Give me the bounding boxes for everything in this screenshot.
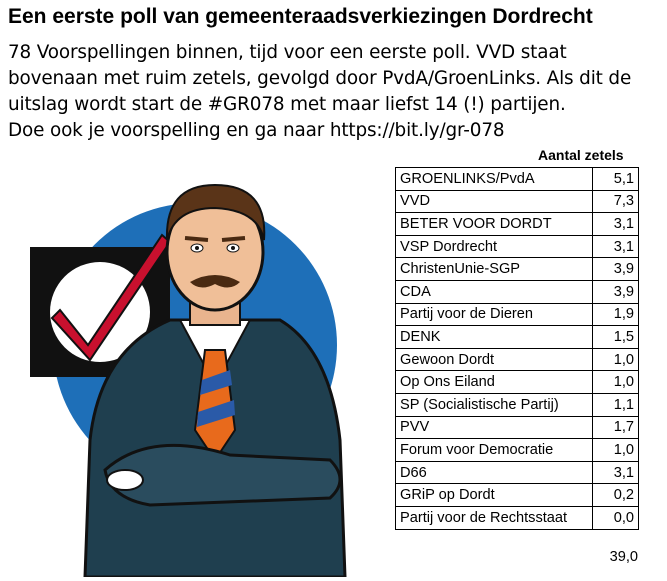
seat-count: 1,0 [592,370,639,394]
party-name: Op Ons Eiland [395,370,593,394]
seat-count: 1,0 [592,438,639,462]
voter-illustration [30,180,370,579]
intro-line: bovenaan met ruim zetels, gevolgd door P… [8,68,632,89]
intro-line: 78 Voorspellingen binnen, tijd voor een … [8,42,567,63]
mustache [190,275,240,288]
seats-total: 39,0 [609,549,638,565]
seats-column-header: Aantal zetels [538,147,624,163]
party-name: VVD [395,189,593,214]
table-row: VVD 7,3 [395,189,639,214]
hair [165,183,266,241]
seat-count: 7,3 [592,189,639,214]
party-name: DENK [395,325,593,349]
page-title: Een eerste poll van gemeenteraadsverkiez… [8,5,593,28]
table-row: SP (Socialistische Partij) 1,1 [395,392,639,417]
seat-count: 1,0 [592,347,639,372]
table-row: GROENLINKS/PvdA 5,1 [395,167,639,191]
seat-count: 3,1 [592,212,639,236]
party-name: ChristenUnie-SGP [395,257,593,281]
seat-count: 3,1 [592,234,639,259]
seat-count: 3,9 [592,257,639,281]
party-name: Gewoon Dordt [395,347,593,372]
seat-count: 5,1 [592,167,639,191]
seats-table: GROENLINKS/PvdA 5,1 VVD 7,3 BETER VOOR DORDT… [395,167,639,530]
seat-count: 3,1 [592,460,639,485]
party-name: GROENLINKS/PvdA [395,167,593,191]
seat-count: 3,9 [592,279,639,304]
party-name: GRiP op Dordt [395,483,593,507]
intro-line: uitslag wordt start de #GR078 met maar l… [8,94,566,115]
seat-count: 0,2 [592,483,639,507]
intro-line: Doe ook je voorspelling en ga naar https… [8,120,505,141]
seat-count: 1,9 [592,302,639,327]
table-row: BETER VOOR DORDT 3,1 [395,212,639,236]
table-row: Op Ons Eiland 1,0 [395,370,639,394]
table-row: PVV 1,7 [395,415,639,440]
table-row: CDA 3,9 [395,279,639,304]
table-row: VSP Dordrecht 3,1 [395,234,639,259]
seat-count: 0,0 [592,505,639,530]
table-row: DENK 1,5 [395,325,639,349]
intro-text: 78 Voorspellingen binnen, tijd voor een … [8,40,663,144]
party-name: SP (Socialistische Partij) [395,392,593,417]
party-name: Forum voor Democratie [395,438,593,462]
party-name: BETER VOOR DORDT [395,212,593,236]
seat-count: 1,7 [592,415,639,440]
seat-count: 1,1 [592,392,639,417]
table-row: Gewoon Dordt 1,0 [395,347,639,372]
party-name: PVV [395,415,593,440]
party-name: D66 [395,460,593,485]
party-name: VSP Dordrecht [395,234,593,259]
party-name: Partij voor de Dieren [395,302,593,327]
party-name: Partij voor de Rechtsstaat [395,505,593,530]
table-row: Partij voor de Rechtsstaat 0,0 [395,505,639,530]
crossed-arms [103,443,342,507]
table-row: Forum voor Democratie 1,0 [395,438,639,462]
table-row: D66 3,1 [395,460,639,485]
table-row: GRiP op Dordt 0,2 [395,483,639,507]
table-row: Partij voor de Dieren 1,9 [395,302,639,327]
party-name: CDA [395,279,593,304]
seat-count: 1,5 [592,325,639,349]
table-row: ChristenUnie-SGP 3,9 [395,257,639,281]
